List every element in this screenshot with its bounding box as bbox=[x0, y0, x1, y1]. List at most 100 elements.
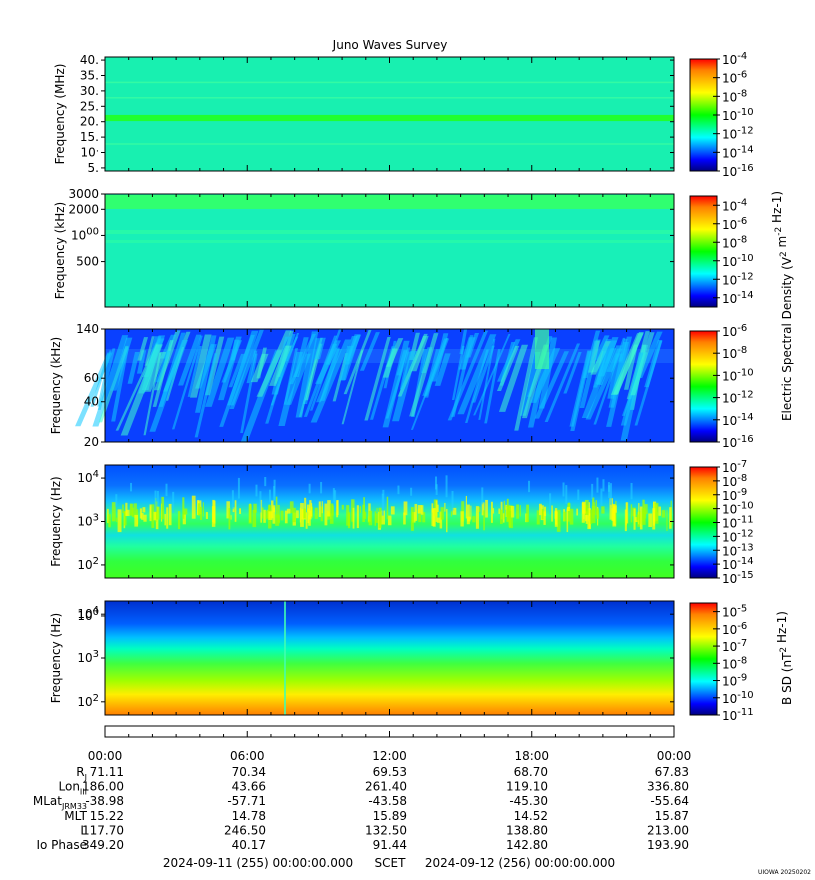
y-tick-label: 104 bbox=[77, 605, 99, 621]
colorbar-tick-label: 10-10 bbox=[722, 501, 754, 517]
colorbar-tick-label: 10-10 bbox=[722, 367, 754, 383]
spectrogram-panels: 5.10.15.20. 25.30. 35.40. Frequency (MHz) 10… bbox=[49, 51, 794, 723]
colorbar-tick-label: 10-10 bbox=[722, 107, 754, 123]
ephemeris-value: 213.00 bbox=[647, 823, 689, 837]
colorbar-tick-label: 10-10 bbox=[722, 253, 754, 269]
y-tick-label: 3000 bbox=[68, 187, 99, 201]
ephemeris-value: 119.10 bbox=[506, 780, 548, 794]
y-tick-label: 1000 bbox=[71, 226, 99, 242]
colorbar-tick-label: 10-9 bbox=[722, 487, 747, 503]
colorbar-tick-label: 10-9 bbox=[722, 673, 747, 689]
colorbar-tick-label: 10-15 bbox=[722, 570, 754, 586]
ephemeris-value: -57.71 bbox=[227, 794, 266, 808]
ephemeris-value: 70.34 bbox=[232, 765, 266, 779]
colorbar-tick-label: 10-12 bbox=[722, 390, 754, 406]
spectrogram-panel-3: 140 100 60 40 20 Frequency (kHz) 10-6 10-8 10-10… bbox=[49, 322, 754, 623]
colorbar-tick-label: 10-8 bbox=[722, 345, 747, 361]
colorbar-tick-label: 10-8 bbox=[722, 88, 747, 104]
colorbar-tick-label: 10-12 bbox=[722, 271, 754, 287]
y-tick-label: 40. bbox=[80, 53, 99, 67]
electric-spectral-density-label: Electric Spectral Density (V2 m-2 Hz-1) bbox=[770, 191, 794, 421]
colorbar-tick-label: 10-10 bbox=[722, 690, 754, 706]
ephemeris-value: 193.90 bbox=[647, 838, 689, 852]
y-tick-label: 15. bbox=[80, 130, 99, 144]
colorbar-tick-label: 10-16 bbox=[722, 163, 754, 179]
y-tick-label: 30. bbox=[80, 84, 99, 98]
ephemeris-value: 15.22 bbox=[90, 809, 124, 823]
ephemeris-label: LonIII bbox=[59, 780, 88, 797]
y-tick-label: 25. bbox=[80, 99, 99, 113]
colorbar-tick-label: 10-16 bbox=[722, 434, 754, 450]
colorbar-tick-label: 10-6 bbox=[722, 621, 747, 637]
y-tick-label: 100 bbox=[77, 607, 99, 623]
chart-title: Juno Waves Survey bbox=[332, 38, 448, 52]
time-tick-label: 00:00 bbox=[657, 749, 692, 763]
ephemeris-value: 40.17 bbox=[232, 838, 266, 852]
ephemeris-value: 43.66 bbox=[232, 780, 266, 794]
colorbar-tick-label: 10-12 bbox=[722, 126, 754, 142]
y-tick-label: 35. bbox=[80, 68, 99, 82]
colorbar-tick-label: 10-5 bbox=[722, 604, 747, 620]
colorbar-tick-label: 10-14 bbox=[722, 556, 754, 572]
colorbar-tick-label: 10-14 bbox=[722, 144, 754, 160]
y-axis-label: Frequency (MHz) bbox=[53, 64, 67, 165]
colorbar-tick-label: 10-6 bbox=[722, 216, 747, 232]
colorbar-tick-label: 10-8 bbox=[722, 655, 747, 671]
y-axis-label: Frequency (kHz) bbox=[53, 202, 67, 299]
time-tick-label: 18:00 bbox=[514, 749, 549, 763]
y-tick-label: 103 bbox=[77, 649, 99, 665]
scet-label: SCET bbox=[375, 856, 407, 870]
y-tick-label: 20 bbox=[84, 435, 99, 449]
time-axis: 00:00 06:00 12:00 18:00 00:00 2024-09-11 (255… bbox=[88, 725, 692, 870]
time-tick-label: 12:00 bbox=[372, 749, 407, 763]
y-tick-label: 40 bbox=[84, 395, 99, 409]
ephemeris-label: RJ bbox=[76, 765, 87, 782]
y-tick-label: 104 bbox=[77, 469, 99, 485]
ephemeris-value: -55.64 bbox=[650, 794, 689, 808]
y-axis-label: Frequency (kHz) bbox=[49, 337, 63, 434]
y-tick-label: 140 bbox=[76, 322, 99, 336]
colorbar-tick-label: 10-7 bbox=[722, 459, 747, 475]
time-start-label: 2024-09-11 (255) 00:00:00.000 bbox=[163, 856, 353, 870]
ephemeris-value: 71.11 bbox=[90, 765, 124, 779]
y-tick-label: 102 bbox=[77, 556, 99, 572]
colorbar-tick-label: 10-6 bbox=[722, 70, 747, 86]
colorbar-tick-label: 10-12 bbox=[722, 528, 754, 544]
spectrogram-panel-1: 5.10.15.20. 25.30. 35.40. Frequency (MHz) 10… bbox=[53, 51, 754, 179]
ephemeris-value: 69.53 bbox=[373, 765, 407, 779]
colorbar-2: 10-4 10-6 10-8 10-10 10-12 10-14 bbox=[689, 195, 754, 308]
ephemeris-value: 336.80 bbox=[647, 780, 689, 794]
colorbar-tick-label: 10-14 bbox=[722, 290, 754, 306]
y-tick-label: 60 bbox=[84, 371, 99, 385]
ephemeris-label: L bbox=[80, 823, 87, 837]
ephemeris-value: 132.50 bbox=[365, 823, 407, 837]
y-tick-label: 2000 bbox=[68, 202, 99, 216]
y-tick-label: 102 bbox=[77, 693, 99, 709]
ephemeris-value: 91.44 bbox=[373, 838, 407, 852]
colorbar-4: 10-710-810-910-1010-1110-1210-1310-1410-… bbox=[689, 459, 754, 586]
colorbar-tick-label: 10-8 bbox=[722, 473, 747, 489]
ephemeris-value: -38.98 bbox=[85, 794, 124, 808]
time-tick-label: 00:00 bbox=[88, 749, 123, 763]
colorbar-3: 10-6 10-8 10-10 10-12 10-14 10-16 bbox=[689, 323, 754, 450]
ephemeris-label: MLatJRM33 bbox=[33, 794, 87, 811]
ephemeris-value: 142.80 bbox=[506, 838, 548, 852]
y-tick-label: 103 bbox=[77, 513, 99, 529]
y-tick-label: 10. bbox=[81, 144, 99, 160]
colorbar-tick-label: 10-4 bbox=[722, 197, 747, 213]
ephemeris-label: MLT bbox=[64, 809, 87, 823]
colorbar-1: 10-4 10-6 10-8 10-10 10-12 10-14 10-16 bbox=[689, 51, 754, 179]
ephemeris-value: 186.00 bbox=[82, 780, 124, 794]
ephemeris-value: 15.89 bbox=[373, 809, 407, 823]
y-axis-label: Frequency (Hz) bbox=[49, 613, 63, 704]
ephemeris-value: -45.30 bbox=[509, 794, 548, 808]
colorbar-tick-label: 10-4 bbox=[722, 51, 747, 67]
footer-tag: UIOWA 20250202 bbox=[758, 869, 811, 876]
colorbar-tick-label: 10-11 bbox=[722, 707, 754, 723]
colorbar-tick-label: 10-7 bbox=[722, 638, 747, 654]
